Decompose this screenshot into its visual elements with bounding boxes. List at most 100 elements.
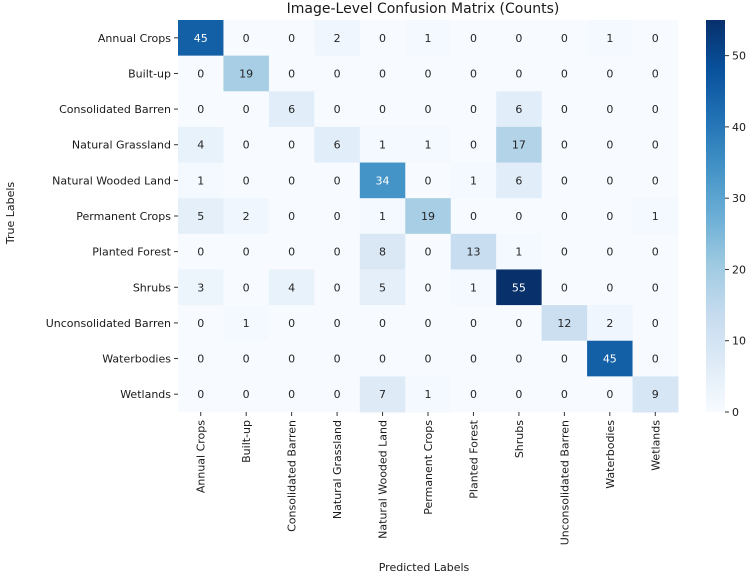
heatmap-cell-5-6 bbox=[450, 198, 497, 235]
cell-value-label: 0 bbox=[652, 353, 659, 366]
cell-value-label: 0 bbox=[606, 67, 613, 80]
cell-value-label: 7 bbox=[379, 388, 386, 401]
cell-value-label: 0 bbox=[652, 174, 659, 187]
y-axis-label: True Labels bbox=[4, 182, 17, 246]
y-tick-label: Natural Wooded Land bbox=[52, 174, 171, 187]
heatmap-cell-0-7 bbox=[496, 20, 543, 57]
heatmap-cell-0-10 bbox=[632, 20, 679, 57]
heatmap-cell-10-7 bbox=[496, 376, 543, 413]
x-tick-label: Built-up bbox=[240, 420, 253, 463]
cell-value-label: 0 bbox=[288, 210, 295, 223]
cell-value-label: 0 bbox=[288, 174, 295, 187]
heatmap-cell-2-6 bbox=[450, 91, 497, 128]
y-tick-label: Annual Crops bbox=[98, 32, 171, 45]
cell-value-label: 0 bbox=[243, 281, 250, 294]
cell-value-label: 0 bbox=[425, 67, 432, 80]
heatmap-cell-5-9 bbox=[587, 198, 634, 235]
heatmap-cell-3-2 bbox=[268, 126, 315, 164]
heatmap-cell-0-5 bbox=[405, 20, 452, 57]
cell-value-label: 0 bbox=[288, 32, 295, 45]
cell-value-label: 0 bbox=[288, 246, 295, 259]
heatmap-cell-7-3 bbox=[314, 269, 361, 306]
cell-value-label: 1 bbox=[197, 174, 204, 187]
cell-value-label: 0 bbox=[334, 210, 341, 223]
x-tick-label: Shrubs bbox=[513, 420, 526, 458]
cell-value-label: 0 bbox=[606, 210, 613, 223]
heatmap-cell-1-6 bbox=[450, 55, 497, 92]
x-tick-label: Natural Wooded Land bbox=[377, 420, 390, 539]
cell-value-label: 0 bbox=[197, 388, 204, 401]
cell-value-label: 0 bbox=[652, 246, 659, 259]
heatmap-cell-6-4 bbox=[359, 233, 406, 270]
cell-value-label: 6 bbox=[334, 139, 341, 152]
cell-value-label: 4 bbox=[197, 139, 204, 152]
cell-value-label: 0 bbox=[334, 103, 341, 116]
heatmap-cell-2-3 bbox=[314, 91, 361, 128]
cell-value-label: 8 bbox=[379, 246, 386, 259]
cell-value-label: 0 bbox=[470, 353, 477, 366]
heatmap-cell-3-0 bbox=[178, 126, 224, 164]
heatmap-cell-2-10 bbox=[632, 91, 679, 128]
heatmap-cell-1-5 bbox=[405, 55, 452, 92]
heatmap-cell-3-10 bbox=[632, 126, 679, 164]
cell-value-label: 2 bbox=[243, 210, 250, 223]
heatmap-cell-1-4 bbox=[359, 55, 406, 92]
cell-value-label: 0 bbox=[334, 317, 341, 330]
colorbar-tick-label: 20 bbox=[732, 263, 746, 276]
cell-value-label: 0 bbox=[606, 174, 613, 187]
heatmap-cell-4-3 bbox=[314, 162, 361, 199]
cell-value-label: 0 bbox=[561, 139, 568, 152]
cell-value-label: 0 bbox=[243, 246, 250, 259]
heatmap-cell-3-1 bbox=[223, 126, 270, 164]
heatmap-cell-3-8 bbox=[541, 126, 588, 164]
heatmap-cell-7-4 bbox=[359, 269, 406, 306]
cell-value-label: 0 bbox=[652, 103, 659, 116]
colorbar-gradient bbox=[706, 20, 725, 412]
cell-value-label: 0 bbox=[243, 32, 250, 45]
cell-value-label: 0 bbox=[515, 210, 522, 223]
chart-title: Image-Level Confusion Matrix (Counts) bbox=[287, 1, 560, 17]
heatmap-cell-4-7 bbox=[496, 162, 543, 199]
x-axis-label: Predicted Labels bbox=[379, 561, 470, 574]
heatmap-cell-5-0 bbox=[178, 198, 224, 235]
heatmap-cell-2-2 bbox=[268, 91, 315, 128]
cell-value-label: 0 bbox=[425, 174, 432, 187]
heatmap-cell-0-0 bbox=[178, 20, 224, 57]
heatmap-cell-1-3 bbox=[314, 55, 361, 92]
heatmap-cells bbox=[178, 20, 679, 413]
cell-value-label: 0 bbox=[334, 281, 341, 294]
cell-value-label: 0 bbox=[288, 139, 295, 152]
cell-value-label: 55 bbox=[512, 281, 526, 294]
heatmap-cell-10-3 bbox=[314, 376, 361, 413]
heatmap-cell-9-9 bbox=[587, 340, 634, 377]
cell-value-label: 0 bbox=[652, 281, 659, 294]
heatmap-cell-5-3 bbox=[314, 198, 361, 235]
cell-value-label: 0 bbox=[243, 139, 250, 152]
heatmap-cell-8-8 bbox=[541, 305, 588, 342]
y-axis-ticks: Annual Crops Built-up Consolidated Barren N… bbox=[46, 32, 178, 401]
cell-value-label: 0 bbox=[243, 353, 250, 366]
heatmap-cell-9-2 bbox=[268, 340, 315, 377]
heatmap-cell-9-1 bbox=[223, 340, 270, 377]
heatmap-cell-8-4 bbox=[359, 305, 406, 342]
cell-value-label: 0 bbox=[425, 246, 432, 259]
x-axis-ticks: Annual Crops Built-up Consolidated Barren N… bbox=[195, 412, 662, 545]
heatmap-cell-2-4 bbox=[359, 91, 406, 128]
cell-value-label: 0 bbox=[470, 103, 477, 116]
heatmap-cell-5-5 bbox=[405, 198, 452, 235]
cell-value-label: 6 bbox=[288, 103, 295, 116]
heatmap-cell-10-4 bbox=[359, 376, 406, 413]
cell-value-label: 0 bbox=[334, 353, 341, 366]
cell-value-label: 0 bbox=[561, 67, 568, 80]
cell-value-label: 0 bbox=[470, 32, 477, 45]
cell-value-label: 6 bbox=[515, 103, 522, 116]
cell-value-label: 0 bbox=[652, 32, 659, 45]
cell-value-label: 0 bbox=[606, 281, 613, 294]
heatmap-cell-8-0 bbox=[178, 305, 224, 342]
cell-value-label: 0 bbox=[425, 317, 432, 330]
y-tick-label: Waterbodies bbox=[102, 353, 171, 366]
cell-value-label: 0 bbox=[379, 353, 386, 366]
cell-value-label: 1 bbox=[379, 139, 386, 152]
cell-value-label: 13 bbox=[466, 246, 480, 259]
heatmap-cell-5-4 bbox=[359, 198, 406, 235]
